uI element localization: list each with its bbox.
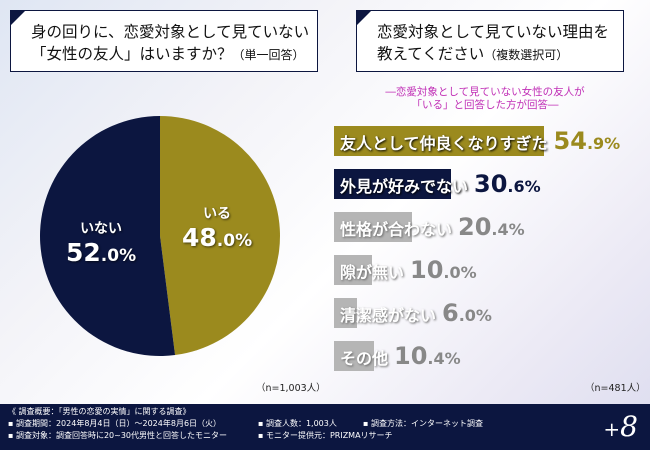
bar-subtitle: ―恋愛対象として見ていない女性の友人が 「いる」と回答した方が回答― (360, 86, 610, 112)
value-label: 10.0% (410, 256, 477, 284)
bar (334, 298, 357, 328)
pie-slice (40, 116, 176, 356)
pie-label-inai: いない 52.0% (66, 218, 136, 267)
survey-footer: 《 調査概要：「男性の恋愛の実情」に関する調査》 ▪ 調査期間：2024年8月4… (0, 404, 650, 450)
bar-label: その他 10.4% (340, 341, 461, 371)
footer-count: ▪ 調査人数：1,003人 (258, 419, 337, 428)
footer-target: ▪ 調査対象：調査回答時に20~30代男性と回答したモニター (8, 431, 228, 440)
slice-label: いない (80, 221, 123, 237)
category-label: 友人として仲良くなりすぎた (340, 134, 548, 153)
bar-title: 恋愛対象として見ていない理由を教えてください (377, 23, 610, 63)
footer-period: ▪ 調査期間：2024年8月4日（日）～2024年8月6日（火） (8, 419, 222, 428)
bar-label: 性格が合わない 20.4% (340, 212, 525, 242)
pie-question-box: 身の回りに、恋愛対象として見ていない「女性の友人」はいますか？（単一回答） (10, 10, 318, 72)
brand-logo: +8 (603, 410, 638, 443)
pie-title: 身の回りに、恋愛対象として見ていない「女性の友人」はいますか？ (31, 23, 310, 63)
pie-n: （n=1,003人） (256, 383, 326, 394)
category-label: 清潔感がない (340, 306, 437, 325)
logo-eight: 8 (620, 410, 638, 443)
value-label: 10.4% (394, 342, 461, 370)
subtitle-line: ―恋愛対象として見ていない女性の友人が (385, 86, 585, 98)
value-label: 20.4% (458, 213, 525, 241)
pie-title-note: （単一回答） (232, 48, 305, 62)
footer-title: 《 調査概要：「男性の恋愛の実情」に関する調査》 (8, 407, 191, 416)
slice-value: 52.0% (66, 238, 137, 267)
subtitle-line: 「いる」と回答した方が回答― (411, 99, 559, 111)
bar (334, 212, 413, 242)
bar-label: 清潔感がない 6.0% (340, 298, 492, 328)
category-label: その他 (340, 349, 389, 368)
value-label: 54.9% (553, 127, 621, 155)
bar (334, 126, 545, 156)
bar-label: 隙が無い 10.0% (340, 255, 477, 285)
bar-label: 友人として仲良くなりすぎた 54.9% (340, 126, 620, 156)
category-label: 性格が合わない (340, 220, 453, 239)
footer-method: ▪ 調査方法：インターネット調査 (363, 419, 483, 428)
bar-question-box: 恋愛対象として見ていない理由を教えてください（複数選択可） (356, 10, 624, 72)
slice-value: 48.0% (182, 223, 253, 252)
category-label: 隙が無い (340, 263, 405, 282)
slice-label: いる (203, 206, 232, 222)
bar (334, 255, 373, 285)
bar (334, 341, 374, 371)
pie-slice (160, 116, 281, 356)
bar-title-note: （複数選択可） (484, 48, 569, 62)
pie-label-iru: いる 48.0% (182, 203, 252, 252)
value-label: 6.0% (442, 299, 492, 327)
category-label: 外見が好みでない (340, 177, 469, 196)
footer-provider: ▪ モニター提供元：PRIZMAリサーチ (258, 431, 393, 440)
bar (334, 169, 452, 199)
bar-n: （n=481人） (585, 383, 646, 394)
bar-label: 外見が好みでない 30.6% (340, 169, 541, 199)
value-label: 30.6% (474, 170, 541, 198)
logo-plus: + (603, 417, 621, 441)
